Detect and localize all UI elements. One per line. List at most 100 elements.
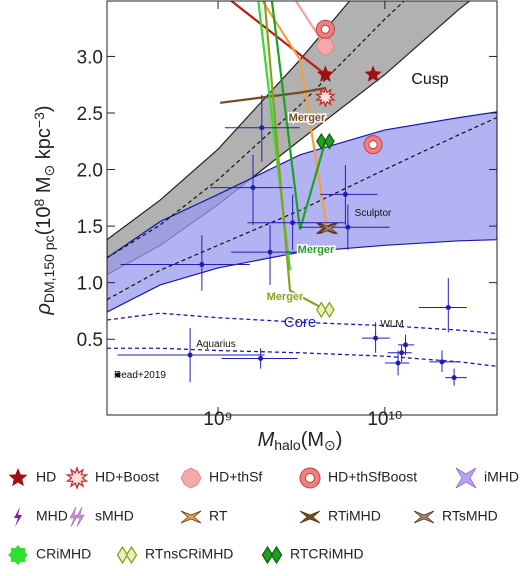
marker: [413, 510, 435, 524]
legend-label: iMHD: [484, 469, 519, 485]
legend-label: CRiMHD: [36, 546, 91, 562]
legend-label: MHD: [36, 508, 68, 524]
data-point: [267, 249, 273, 255]
axis-label-part: M: [33, 176, 55, 198]
axis-label-part: −3: [31, 112, 47, 128]
axis-label-part: ): [33, 105, 55, 112]
axis-label-part: 8: [31, 199, 47, 207]
x-tick-label: 10⁹: [203, 409, 232, 430]
axis-label-part: (M: [301, 429, 324, 451]
annotation: Merger: [289, 112, 326, 124]
data-point: [290, 220, 296, 226]
axis-label-part: M: [258, 429, 275, 451]
annotation: Merger: [267, 291, 304, 303]
data-point: [199, 262, 205, 268]
annotation-dot: [115, 372, 121, 378]
marker: [65, 466, 89, 490]
marker: [299, 467, 321, 489]
axis-label-part: kpc: [33, 128, 55, 165]
marker: [364, 65, 382, 82]
y-tick-label: 2.5: [77, 104, 103, 125]
axis-label-part: ⊙: [41, 165, 57, 177]
annotation: WLM: [380, 319, 403, 330]
legend-label: RTsMHD: [442, 508, 498, 524]
marker: [116, 545, 138, 565]
x-tick-label: 10¹⁰: [367, 409, 402, 430]
data-point: [399, 350, 405, 356]
data-point: [187, 352, 193, 358]
data-point: [259, 125, 265, 131]
legend-label: RT: [209, 508, 228, 524]
y-tick-label: 1.5: [77, 217, 103, 238]
annotation: Read+2019: [114, 370, 166, 381]
plot-area: [107, 1, 497, 386]
legend-label: HD+thSf: [209, 469, 262, 485]
axis-label-part: DM,150 pc: [41, 235, 57, 303]
axis-label: ρDM,150 pc(108 M⊙ kpc−3): [31, 105, 57, 315]
merger-track: [270, 1, 327, 230]
marker: [8, 545, 28, 565]
band: [107, 111, 497, 313]
marker: [316, 301, 335, 319]
plot-frame: [106, 0, 498, 416]
axis-label-part: ): [336, 429, 343, 451]
dashed-curve: [107, 312, 497, 335]
data-point: [395, 360, 401, 366]
y-tick-label: 0.5: [77, 330, 103, 351]
data-point: [342, 191, 348, 197]
marker: [180, 510, 202, 524]
y-tick-label: 2.0: [77, 161, 103, 182]
legend-label: sMHD: [95, 508, 134, 524]
legend-label: RTCRiMHD: [290, 546, 364, 562]
marker: [455, 467, 477, 489]
data-point: [258, 355, 264, 361]
marker: [69, 506, 85, 528]
dashed-curve: [107, 347, 497, 368]
annotation: Aquarius: [196, 339, 235, 350]
y-tick-label: 1.0: [77, 274, 103, 295]
data-point: [250, 185, 256, 191]
axis-label: Mhalo(M⊙): [258, 429, 343, 453]
data-point: [451, 375, 457, 381]
marker: [363, 135, 383, 155]
data-point: [373, 335, 379, 341]
data-point: [445, 305, 451, 311]
annotation: Cusp: [411, 71, 448, 88]
axis-label-part: halo: [274, 437, 301, 453]
axes: 10⁹ 10¹⁰0.51.01.52.02.53.0Mhalo(M⊙)ρDM,15…: [31, 1, 497, 453]
marker: [8, 468, 28, 487]
legend-label: RTnsCRiMHD: [145, 546, 233, 562]
legend-label: HD+thSfBoost: [328, 469, 417, 485]
marker: [316, 65, 334, 82]
marker: [315, 19, 335, 39]
annotation: Core: [284, 314, 317, 331]
axis-label-part: (10: [33, 207, 55, 236]
data-point: [403, 342, 409, 348]
data-point: [439, 359, 445, 365]
legend-label: RTiMHD: [328, 508, 381, 524]
axis-label-part: ⊙: [324, 437, 336, 453]
annotation: Sculptor: [355, 208, 392, 219]
marker: [316, 132, 335, 150]
data-point: [345, 224, 351, 230]
merger-track: [294, 1, 327, 47]
marker: [299, 510, 321, 524]
marker: [14, 507, 22, 527]
band-median: [107, 1, 405, 259]
y-tick-label: 3.0: [77, 47, 103, 68]
axis-label-part: ρ: [33, 303, 55, 315]
marker: [319, 222, 338, 235]
annotation: Merger: [298, 244, 335, 256]
marker: [261, 545, 283, 565]
marker: [314, 86, 336, 109]
marker: [315, 36, 335, 56]
band-median: [107, 116, 497, 301]
legend-label: HD+Boost: [95, 469, 159, 485]
marker: [180, 467, 202, 489]
merger-track: [263, 1, 326, 311]
legend-label: HD: [36, 469, 56, 485]
legend: HD HD+Boost HD+thSf HD+thSfBoost iMHD MHD sMHD…: [8, 466, 519, 565]
merger-track: [220, 87, 326, 104]
merger-track: [229, 1, 327, 76]
